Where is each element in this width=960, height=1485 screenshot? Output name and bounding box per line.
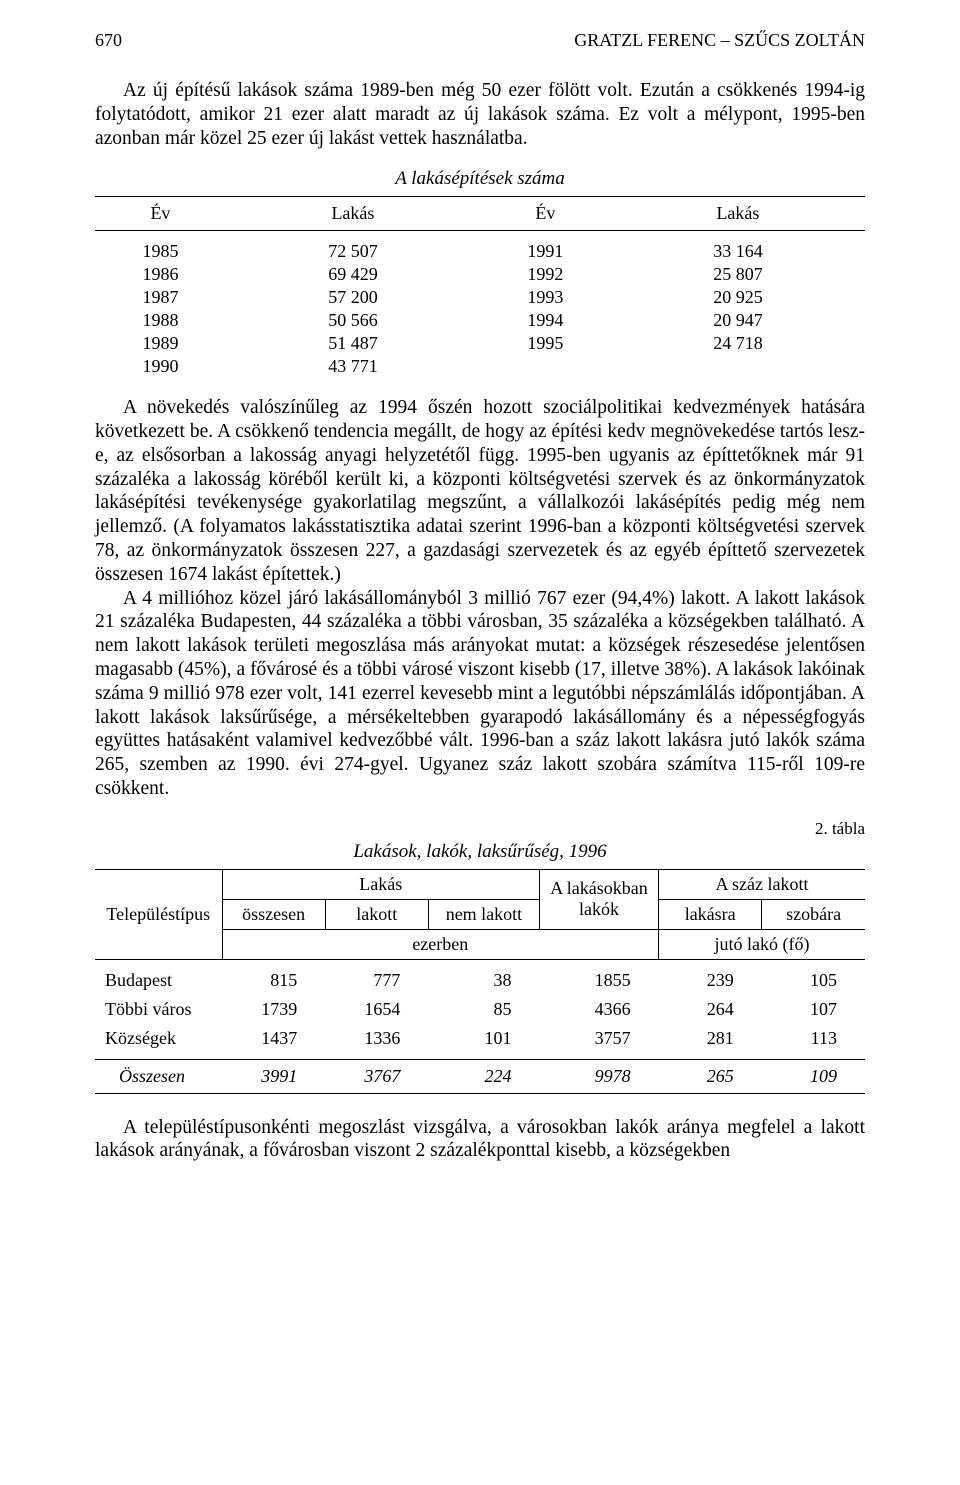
table2-total-cell: 3991 (222, 1059, 325, 1093)
table2-cell: 85 (428, 995, 539, 1024)
paragraph-1: Az új építésű lakások száma 1989-ben még… (95, 79, 865, 150)
table2-cell: 1654 (325, 995, 428, 1024)
table2-number: 2. tábla (95, 819, 865, 839)
table2-cell: 1336 (325, 1024, 428, 1060)
table2-cell: 101 (428, 1024, 539, 1060)
table1-cell: 43 771 (226, 355, 480, 378)
page-number: 670 (95, 30, 122, 51)
table1-cell: 1992 (480, 263, 611, 286)
table2-cell: 239 (659, 959, 762, 995)
table1-cell: 33 164 (611, 231, 865, 264)
table2-header-ezerben: ezerben (222, 929, 659, 959)
table2-cell: 777 (325, 959, 428, 995)
table2-cell: 107 (762, 995, 865, 1024)
table1-cell: 1988 (95, 309, 226, 332)
body-text: A növekedés valószínűleg az 1994 őszén h… (95, 396, 865, 800)
table1-cell: 1991 (480, 231, 611, 264)
table1-cell: 1989 (95, 332, 226, 355)
table1-caption: A lakásépítések száma (95, 168, 865, 190)
table1-header-year-right: Év (480, 197, 611, 231)
table2-header-juto-lako: jutó lakó (fő) (659, 929, 865, 959)
table2-row-label: Községek (95, 1024, 222, 1060)
table2-total-cell: 9978 (540, 1059, 659, 1093)
paragraph-4: A településtípusonkénti megoszlást vizsg… (95, 1116, 865, 1164)
table1-header-lakas-left: Lakás (226, 197, 480, 231)
page: 670 GRATZL FERENC – SZŰCS ZOLTÁN Az új é… (0, 0, 960, 1203)
table1-cell: 1986 (95, 263, 226, 286)
table2-total-cell: 109 (762, 1059, 865, 1093)
table2: Településtípus Lakás A lakásokban lakók … (95, 869, 865, 1094)
body-text: A településtípusonkénti megoszlást vizsg… (95, 1116, 865, 1164)
table2-header-lakas: Lakás (222, 869, 540, 899)
table1-cell: 1985 (95, 231, 226, 264)
table1-cell: 57 200 (226, 286, 480, 309)
table1-header-year-left: Év (95, 197, 226, 231)
table2-header-lakott: lakott (325, 899, 428, 929)
table1-cell: 1990 (95, 355, 226, 378)
body-text: Az új építésű lakások száma 1989-ben még… (95, 79, 865, 150)
table1-cell: 50 566 (226, 309, 480, 332)
table2-cell: 105 (762, 959, 865, 995)
table1-cell: 20 947 (611, 309, 865, 332)
table2-total-cell: 224 (428, 1059, 539, 1093)
table1-cell: 1995 (480, 332, 611, 355)
table1-cell (611, 355, 865, 378)
table2-cell: 4366 (540, 995, 659, 1024)
running-head: GRATZL FERENC – SZŰCS ZOLTÁN (574, 30, 865, 51)
table1-cell: 72 507 (226, 231, 480, 264)
table2-row-label: Budapest (95, 959, 222, 995)
table1-cell: 24 718 (611, 332, 865, 355)
table1-cell: 1993 (480, 286, 611, 309)
table1: Év Lakás Év Lakás 1985 72 507 1991 33 16… (95, 196, 865, 378)
table2-cell: 1855 (540, 959, 659, 995)
table2-cell: 113 (762, 1024, 865, 1060)
table2-total-cell: 3767 (325, 1059, 428, 1093)
table2-cell: 264 (659, 995, 762, 1024)
table2-cell: 281 (659, 1024, 762, 1060)
table2-total-label: Összesen (95, 1059, 222, 1093)
table1-cell: 51 487 (226, 332, 480, 355)
table2-header-szaz-lakott: A száz lakott (659, 869, 865, 899)
table1-cell: 1987 (95, 286, 226, 309)
table2-total-cell: 265 (659, 1059, 762, 1093)
table2-caption: Lakások, lakók, laksűrűség, 1996 (95, 841, 865, 863)
table2-cell: 1437 (222, 1024, 325, 1060)
table1-header-lakas-right: Lakás (611, 197, 865, 231)
table2-header-telepules: Településtípus (95, 869, 222, 959)
table2-header-szobara: szobára (762, 899, 865, 929)
table2-header-nem-lakott: nem lakott (428, 899, 539, 929)
table1-cell (480, 355, 611, 378)
table1-cell: 69 429 (226, 263, 480, 286)
paragraph-3: A 4 millióhoz közel járó lakásállománybó… (95, 587, 865, 801)
running-header: 670 GRATZL FERENC – SZŰCS ZOLTÁN (95, 30, 865, 51)
table1-cell: 1994 (480, 309, 611, 332)
table2-cell: 815 (222, 959, 325, 995)
table2-row-label: Többi város (95, 995, 222, 1024)
table2-header-osszesen: összesen (222, 899, 325, 929)
table2-cell: 1739 (222, 995, 325, 1024)
table2-header-lakok: A lakásokban lakók (540, 869, 659, 929)
table2-header-lakasra: lakásra (659, 899, 762, 929)
table2-cell: 38 (428, 959, 539, 995)
table1-cell: 20 925 (611, 286, 865, 309)
paragraph-2: A növekedés valószínűleg az 1994 őszén h… (95, 396, 865, 586)
table1-cell: 25 807 (611, 263, 865, 286)
table2-cell: 3757 (540, 1024, 659, 1060)
